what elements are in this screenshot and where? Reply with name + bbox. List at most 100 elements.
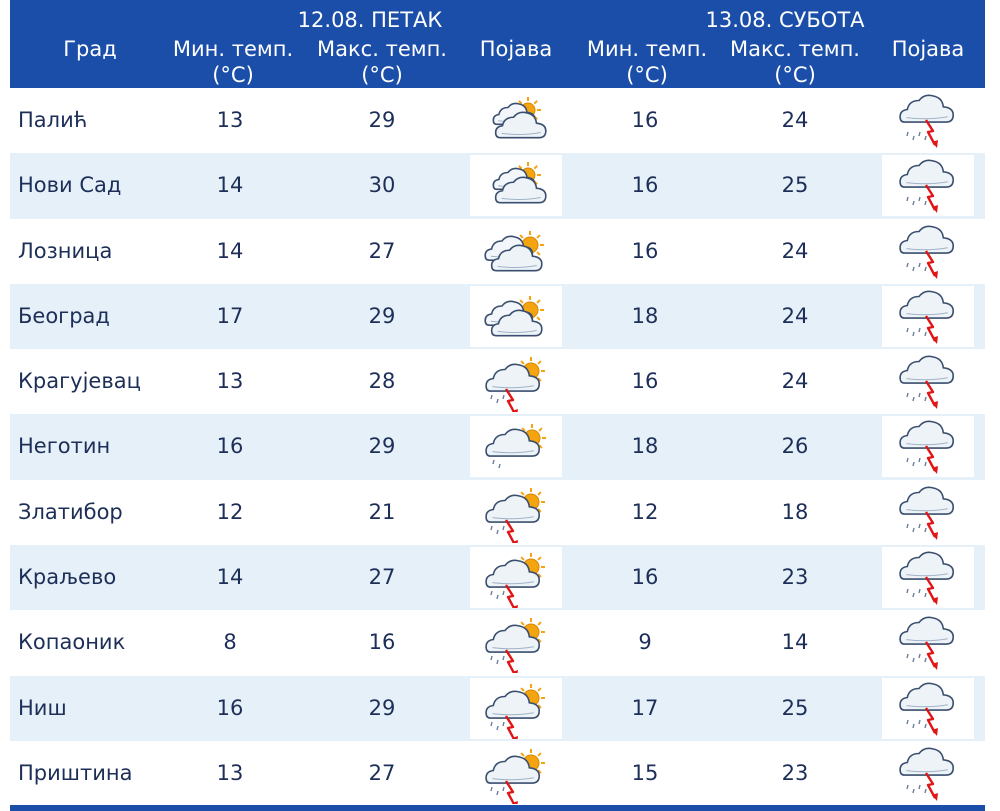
- city-name: Златибор: [18, 499, 123, 524]
- day1-max-temp: 29: [368, 695, 396, 720]
- table-row: Краљево 14 27 16 23: [10, 545, 985, 611]
- day1-min-temp: 13: [216, 369, 244, 394]
- thunderstorm-rain-icon: [882, 416, 974, 478]
- city-name: Нови Сад: [18, 173, 122, 198]
- day1-min-temp: 14: [216, 565, 244, 590]
- thunderstorm-rain-icon: [882, 90, 974, 151]
- city-name: Београд: [18, 303, 110, 328]
- table-row: Златибор 12 21 12 18: [10, 480, 985, 545]
- table-row: Београд 17 29 18 24: [10, 283, 985, 350]
- city-name: Копаоник: [18, 630, 126, 655]
- mostly-cloudy-icon: [470, 220, 562, 282]
- thunderstorm-rain-icon: [882, 285, 974, 347]
- thunderstorm-rain-icon: [882, 677, 974, 739]
- day2-max-temp: 25: [781, 695, 809, 720]
- table-body: Палић 13 29 16 24 Нови Сад 14 30 16 25 Л…: [10, 88, 985, 806]
- day2-min-temp: 16: [631, 238, 659, 263]
- day2-min-temp: 18: [631, 303, 659, 328]
- table-row: Крагујевац 13 28 16 24: [10, 349, 985, 414]
- thunderstorm-rain-icon: [882, 155, 974, 217]
- table-header: Град 12.08. ПЕТАК Мин. темп. (°C) Макс. …: [10, 0, 985, 88]
- table-row: Палић 13 29 16 24: [10, 88, 985, 153]
- day2-max-temp: 24: [781, 108, 809, 132]
- sun-thunderstorm-icon: [470, 547, 562, 609]
- mostly-cloudy-icon: [470, 285, 562, 347]
- table-row: Ниш 16 29 17 25: [10, 675, 985, 741]
- day2-max-temp: 25: [781, 173, 809, 198]
- day2-min-temp-header: Мин. темп. (°C): [586, 37, 708, 87]
- sun-thunderstorm-icon: [470, 612, 562, 674]
- day2-min-temp: 16: [631, 173, 659, 198]
- table-footer-bar: [10, 805, 985, 811]
- day2-max-temp-header: Макс. темп. (°C): [730, 37, 860, 87]
- day1-min-temp: 14: [216, 238, 244, 263]
- partly-cloudy-icon: [470, 155, 562, 217]
- day1-min-temp: 16: [216, 434, 244, 459]
- city-name: Ниш: [18, 695, 67, 720]
- day1-max-temp: 27: [368, 760, 396, 785]
- table-row: Неготин 16 29 18 26: [10, 414, 985, 480]
- day2-min-temp: 16: [631, 108, 659, 132]
- table-row: Лозница 14 27 16 24: [10, 219, 985, 284]
- day1-min-temp: 13: [216, 760, 244, 785]
- day1-max-temp: 29: [368, 108, 396, 132]
- day1-min-temp: 14: [216, 173, 244, 198]
- day1-min-temp: 8: [223, 630, 237, 655]
- day2-min-temp: 18: [631, 434, 659, 459]
- day2-min-temp: 16: [631, 565, 659, 590]
- day2-event-header: Појава: [891, 37, 965, 61]
- day1-max-temp: 27: [368, 238, 396, 263]
- thunderstorm-rain-icon: [882, 547, 974, 609]
- thunderstorm-rain-icon: [882, 742, 974, 804]
- day1-date-header: 12.08. ПЕТАК: [297, 8, 443, 32]
- day1-max-temp: 29: [368, 303, 396, 328]
- day1-max-temp: 16: [368, 630, 396, 655]
- day2-max-temp: 24: [781, 238, 809, 263]
- day2-min-temp: 15: [631, 760, 659, 785]
- city-column-header: Град: [63, 37, 117, 61]
- city-name: Палић: [18, 108, 88, 132]
- city-name: Краљево: [18, 565, 117, 590]
- table-row: Приштина 13 27 15 23: [10, 741, 985, 806]
- day2-date-header: 13.08. СУБОТА: [705, 8, 865, 32]
- day1-min-temp: 13: [216, 108, 244, 132]
- city-name: Приштина: [18, 760, 133, 785]
- day2-max-temp: 14: [781, 630, 809, 655]
- day2-max-temp: 23: [781, 565, 809, 590]
- sun-thunderstorm-icon: [470, 481, 562, 543]
- day1-max-temp-header: Макс. темп. (°C): [317, 37, 447, 87]
- day1-min-temp: 16: [216, 695, 244, 720]
- day1-max-temp: 30: [368, 173, 396, 198]
- day1-min-temp: 12: [216, 499, 244, 524]
- day2-max-temp: 18: [781, 499, 809, 524]
- day1-max-temp: 27: [368, 565, 396, 590]
- city-name: Лозница: [18, 238, 113, 263]
- thunderstorm-rain-icon: [882, 481, 974, 543]
- table-row: Копаоник 8 16 9 14: [10, 610, 985, 675]
- day2-min-temp: 16: [631, 369, 659, 394]
- thunderstorm-rain-icon: [882, 351, 974, 413]
- table-row: Нови Сад 14 30 16 25: [10, 153, 985, 219]
- sun-thunderstorm-icon: [470, 677, 562, 739]
- partly-cloudy-icon: [470, 90, 562, 151]
- city-name: Неготин: [18, 434, 111, 459]
- day1-max-temp: 28: [368, 369, 396, 394]
- day1-event-header: Појава: [479, 37, 553, 61]
- thunderstorm-rain-icon: [882, 220, 974, 282]
- thunderstorm-rain-icon: [882, 612, 974, 674]
- city-name: Крагујевац: [18, 369, 141, 394]
- day1-max-temp: 29: [368, 434, 396, 459]
- day2-min-temp: 9: [638, 630, 652, 655]
- day2-min-temp: 12: [631, 499, 659, 524]
- cloudy-sun-drizzle-icon: [470, 416, 562, 478]
- sun-thunderstorm-icon: [470, 742, 562, 804]
- day2-min-temp: 17: [631, 695, 659, 720]
- day2-max-temp: 26: [781, 434, 809, 459]
- day1-min-temp-header: Мин. темп. (°C): [172, 37, 294, 87]
- day1-min-temp: 17: [216, 303, 244, 328]
- day2-max-temp: 24: [781, 303, 809, 328]
- day1-max-temp: 21: [368, 499, 396, 524]
- day2-max-temp: 23: [781, 760, 809, 785]
- day2-max-temp: 24: [781, 369, 809, 394]
